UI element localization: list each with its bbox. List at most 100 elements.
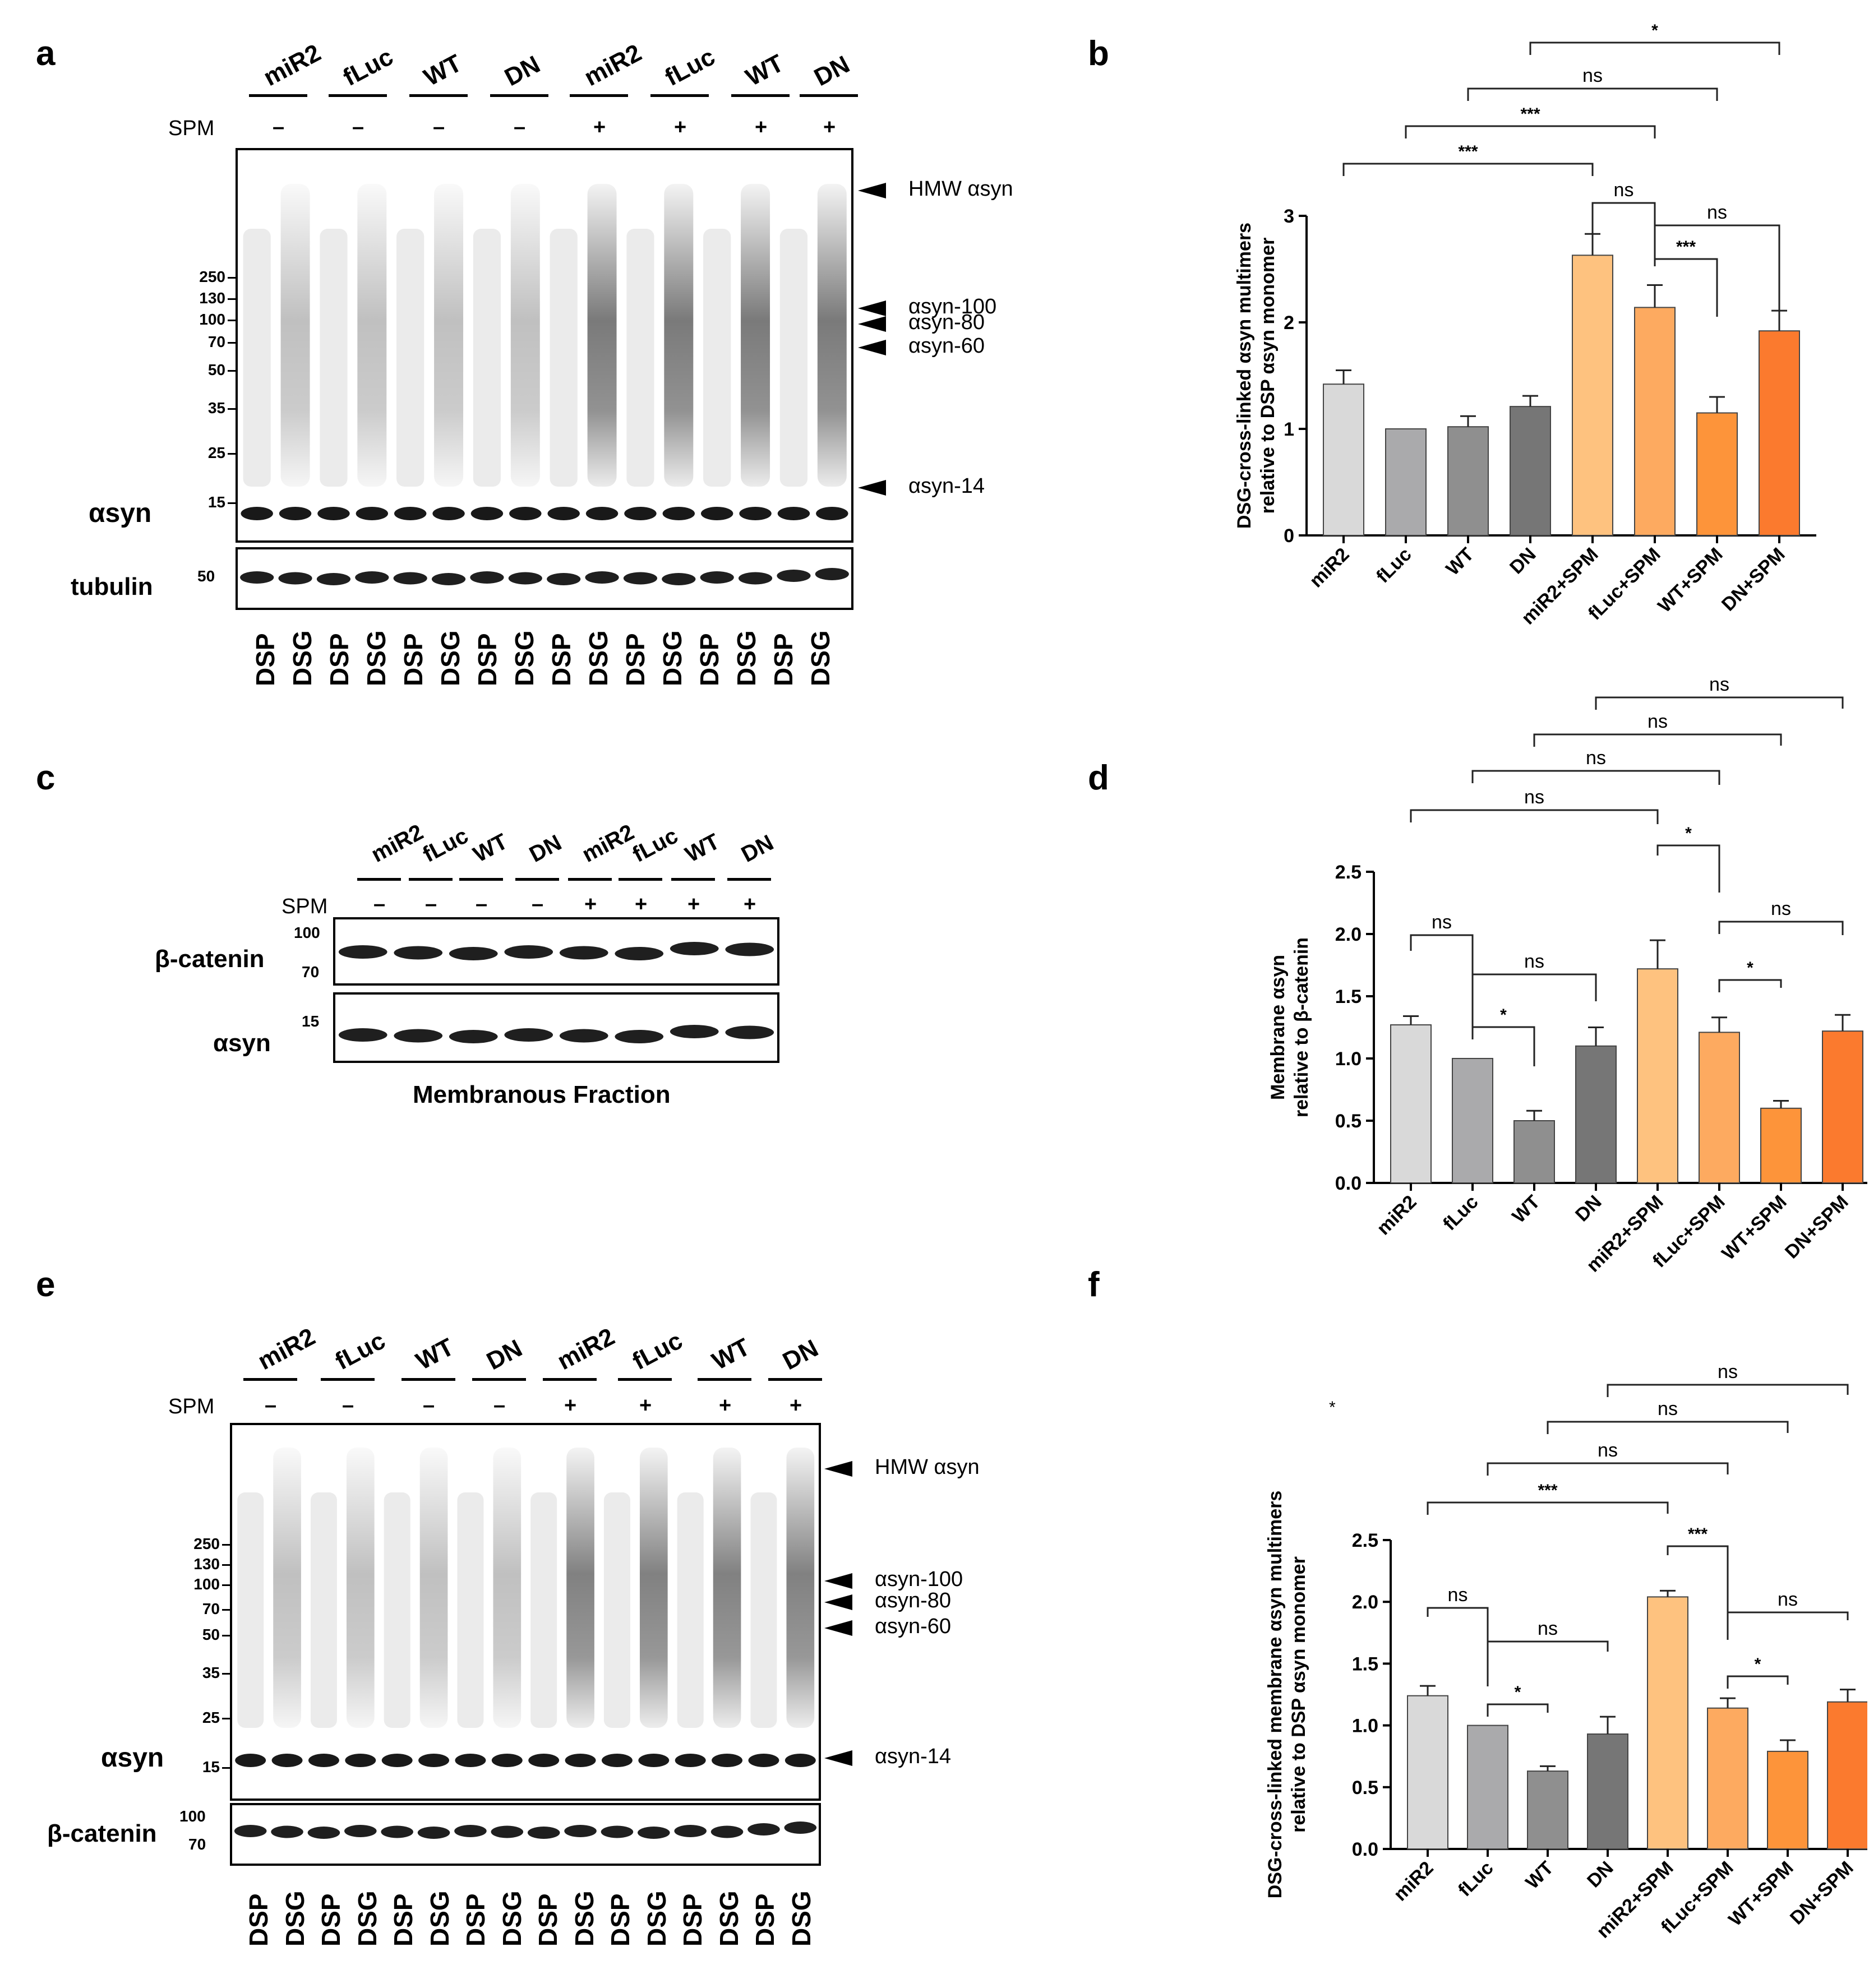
y-tick-label: 0 [1284, 525, 1294, 547]
blot-e-smear [566, 1448, 594, 1728]
bar [1827, 1701, 1867, 1850]
x-tick-label: fLuc [1439, 1191, 1483, 1235]
blot-a-condition-line [249, 94, 307, 97]
blot-c-bottom [333, 992, 779, 1063]
significance-bracket [1718, 979, 1782, 992]
significance-label: ns [1432, 912, 1452, 933]
y-tick-label: 2 [1284, 312, 1294, 334]
blot-a-spm-sign: + [755, 115, 768, 139]
significance-bracket [1405, 125, 1656, 138]
significance-bracket [1727, 1675, 1789, 1689]
y-tick-label: 0.0 [1335, 1173, 1362, 1194]
significance-bracket [1654, 258, 1718, 317]
blot-c-bottom-band [338, 1028, 387, 1042]
blot-a-tubulin-band [393, 572, 427, 585]
blot-a-monomer-band [624, 507, 657, 520]
blot-a-monomer-band [585, 507, 619, 520]
significance-label: ns [1538, 1618, 1558, 1639]
blot-a-loading-label: tubulin [71, 573, 153, 600]
blot-a-mw-marker: 70 [207, 333, 225, 350]
bar [1634, 307, 1676, 537]
blot-a-mw-marker: 50 [207, 361, 225, 378]
significance-label: *** [1688, 1525, 1708, 1543]
significance-label: *** [1520, 105, 1540, 123]
bar [1572, 255, 1613, 536]
blot-e-spm-sign: – [265, 1394, 277, 1417]
blot-a-spm-sign: – [514, 115, 526, 139]
blot-e-monomer-band [675, 1754, 706, 1767]
blot-a-tubulin-band [777, 570, 811, 582]
significance-label: * [1515, 1683, 1521, 1702]
bar [1699, 1032, 1740, 1183]
blot-e-condition-line [402, 1378, 455, 1381]
significance-label: * [1747, 959, 1753, 977]
blot-e-spm-sign: – [493, 1394, 506, 1417]
blot-e-band-label: αsyn-80 [875, 1589, 952, 1612]
blot-c-spm-label: SPM [281, 895, 328, 918]
blot-a-mw-tick [228, 342, 236, 344]
blot-e-loading-band [454, 1825, 487, 1837]
significance-bracket [1667, 1545, 1729, 1640]
blot-c-condition-line [727, 878, 771, 881]
blot-e-crosslinker-label: DSG [714, 1890, 744, 1947]
blot-e-condition-label: miR2 [253, 1323, 320, 1376]
blot-c-bottom-band [394, 1029, 443, 1043]
y-axis-label: relative to DSP αsyn monomer [1257, 238, 1279, 514]
blot-a-tubulin-band [547, 573, 581, 585]
significance-label: ns [1614, 179, 1634, 201]
blot-a-band-arrow [858, 183, 886, 198]
blot-c-top-label: β-catenin [155, 945, 265, 973]
blot-c-top-band [504, 945, 553, 959]
blot-c-condition-line [619, 878, 662, 881]
significance-label: * [1500, 1006, 1507, 1024]
blot-e-mw-marker: 130 [193, 1555, 220, 1573]
significance-label: *** [1676, 238, 1696, 256]
blot-a-condition-line [570, 94, 628, 97]
bar [1587, 1733, 1628, 1850]
blot-e-condition-line [472, 1378, 526, 1381]
blot-a-monomer-band [662, 507, 695, 520]
blot-c-top-band [559, 946, 608, 960]
blot-e-crosslinker-label: DSP [750, 1893, 779, 1947]
x-tick-label: miR2 [1305, 544, 1354, 592]
blot-a-smear [357, 184, 387, 487]
blot-e-crosslinker-label: DSP [389, 1893, 418, 1947]
blot-e-faint-smear [603, 1492, 630, 1728]
significance-bracket [1607, 1384, 1849, 1397]
blot-e-crosslinker-label: DSG [642, 1890, 671, 1947]
blot-e-condition-label: miR2 [553, 1323, 620, 1376]
blot-a-band-label: αsyn-80 [908, 311, 985, 334]
stray-asterisk: * [1329, 1398, 1336, 1417]
blot-a-faint-smear [243, 229, 271, 487]
blot-e-faint-smear [384, 1492, 410, 1728]
blot-e-monomer-band [271, 1754, 303, 1767]
bar [1452, 1058, 1493, 1183]
bar [1385, 428, 1427, 536]
blot-c-marker-70: 70 [302, 963, 320, 981]
panel-label-a: a [36, 34, 56, 73]
significance-bracket [1529, 41, 1780, 55]
blot-a-tubulin [236, 547, 853, 610]
significance-bracket [1595, 696, 1844, 710]
blot-e-spm-sign: + [719, 1394, 732, 1417]
bar [1527, 1770, 1568, 1850]
significance-bracket [1533, 733, 1782, 747]
blot-a-monomer-band [777, 507, 810, 520]
tubulin-marker: 50 [197, 567, 215, 585]
blot-e-crosslinker-label: DSP [461, 1893, 490, 1947]
significance-bracket [1654, 224, 1780, 325]
blot-c-spm-sign: + [687, 893, 700, 916]
blot-e-condition-label: fLuc [331, 1326, 390, 1376]
blot-a-tubulin-band [431, 573, 466, 585]
blot-e-mw-marker: 100 [193, 1575, 220, 1593]
blot-a-monomer-band [394, 507, 427, 520]
significance-bracket [1656, 844, 1720, 893]
significance-label: ns [1648, 711, 1668, 732]
blot-c-top-band [394, 946, 443, 960]
blot-a-monomer-band [279, 507, 312, 520]
blot-e-faint-smear [677, 1492, 704, 1728]
x-tick-label: WT [1442, 544, 1478, 580]
blot-a-monomer-band [509, 507, 542, 520]
bar [1407, 1695, 1448, 1850]
blot-e-mw-marker: 35 [202, 1664, 220, 1681]
